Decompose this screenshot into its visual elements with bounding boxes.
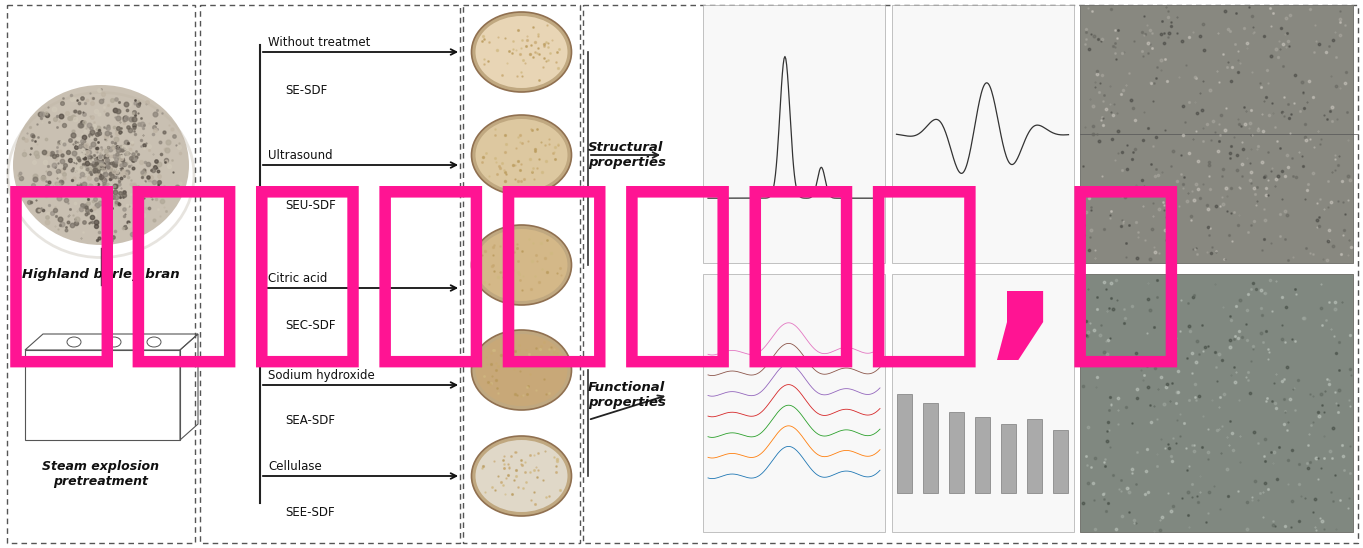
- Bar: [1052, 430, 1069, 493]
- Bar: [1000, 424, 1017, 493]
- Text: Highland barley bran: Highland barley bran: [22, 268, 180, 281]
- Bar: [949, 412, 965, 493]
- Ellipse shape: [476, 440, 567, 512]
- Text: Cellulase: Cellulase: [269, 460, 322, 473]
- Bar: [923, 403, 939, 493]
- Bar: [25, 350, 180, 440]
- Bar: [1079, 5, 1353, 262]
- Text: Structural
properties: Structural properties: [587, 141, 667, 169]
- Bar: [891, 5, 1074, 262]
- Ellipse shape: [472, 330, 571, 410]
- Bar: [1026, 419, 1043, 493]
- Bar: [891, 274, 1074, 532]
- Bar: [703, 274, 885, 532]
- Bar: [1079, 274, 1353, 532]
- Ellipse shape: [14, 85, 189, 245]
- Ellipse shape: [476, 334, 567, 406]
- Text: SEC-SDF: SEC-SDF: [285, 319, 335, 332]
- Text: Without treatmet: Without treatmet: [269, 36, 371, 49]
- Text: Sodium hydroxide: Sodium hydroxide: [269, 369, 375, 382]
- Ellipse shape: [472, 436, 571, 516]
- Text: SEU-SDF: SEU-SDF: [285, 199, 335, 212]
- Bar: [703, 5, 885, 262]
- Bar: [897, 394, 912, 493]
- Text: Steam explosion
pretreatment: Steam explosion pretreatment: [42, 460, 159, 488]
- Text: 数码电器行业动态,数: 数码电器行业动态,数: [0, 174, 1189, 374]
- Text: SEE-SDF: SEE-SDF: [285, 506, 335, 519]
- Ellipse shape: [472, 225, 571, 305]
- Ellipse shape: [476, 229, 567, 301]
- Bar: [1079, 5, 1353, 262]
- Text: SE-SDF: SE-SDF: [285, 84, 327, 97]
- Text: Ultrasound: Ultrasound: [269, 149, 333, 162]
- Bar: [975, 417, 991, 493]
- Text: Functional
properties: Functional properties: [587, 381, 667, 409]
- Ellipse shape: [476, 119, 567, 191]
- Bar: [1079, 274, 1353, 532]
- Text: Citric acid: Citric acid: [269, 272, 327, 285]
- Ellipse shape: [472, 115, 571, 195]
- Text: SEA-SDF: SEA-SDF: [285, 414, 335, 427]
- Ellipse shape: [472, 12, 571, 92]
- Ellipse shape: [476, 16, 567, 88]
